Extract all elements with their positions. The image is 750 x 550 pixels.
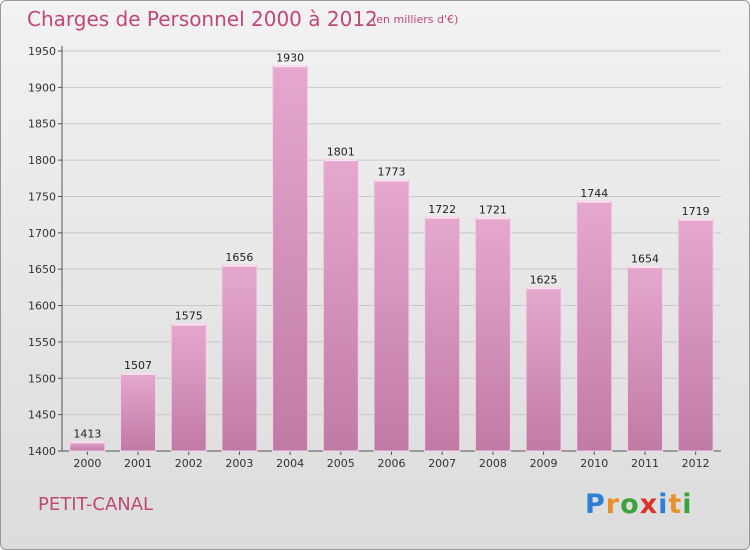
bar <box>525 286 562 452</box>
data-label: 1656 <box>225 251 253 264</box>
x-tick-label: 2006 <box>378 457 406 470</box>
data-label: 1773 <box>378 166 406 179</box>
bar <box>424 216 461 452</box>
bar <box>272 65 309 452</box>
x-tick-label: 2009 <box>530 457 558 470</box>
bar <box>69 441 106 452</box>
x-tick-label: 2005 <box>327 457 355 470</box>
bar <box>474 217 511 452</box>
data-label: 1654 <box>631 252 659 265</box>
data-label: 1721 <box>479 204 507 217</box>
y-tick-label: 1800 <box>28 154 56 167</box>
bar <box>677 218 714 452</box>
y-tick-label: 1550 <box>28 336 56 349</box>
x-tick-label: 2007 <box>428 457 456 470</box>
y-tick-label: 1400 <box>28 445 56 458</box>
logo-letter: t <box>668 489 683 520</box>
y-tick-label: 1900 <box>28 81 56 94</box>
logo-letter: i <box>658 489 669 520</box>
data-label: 1744 <box>580 187 608 200</box>
y-tick-label: 1650 <box>28 263 56 276</box>
y-tick-label: 1700 <box>28 227 56 240</box>
x-tick-label: 2010 <box>580 457 608 470</box>
logo-letter: x <box>639 489 659 520</box>
city-name: PETIT-CANAL <box>38 494 154 515</box>
x-tick-label: 2012 <box>682 457 710 470</box>
data-label: 1722 <box>428 203 456 216</box>
x-tick-label: 2003 <box>225 457 253 470</box>
bar <box>120 372 157 452</box>
y-tick-label: 1600 <box>28 300 56 313</box>
chart-subtitle: (en milliers d'€) <box>372 13 459 26</box>
bar <box>373 179 410 452</box>
y-tick-label: 1450 <box>28 409 56 422</box>
y-tick-label: 1950 <box>28 45 56 58</box>
chart-title: Charges de Personnel 2000 à 2012 <box>27 7 378 31</box>
bar <box>576 200 613 452</box>
x-tick-label: 2004 <box>276 457 304 470</box>
x-tick-label: 2002 <box>175 457 203 470</box>
bar-layer <box>69 65 714 452</box>
logo-letter: i <box>682 489 693 520</box>
data-label: 1575 <box>175 310 203 323</box>
y-tick-label: 1850 <box>28 118 56 131</box>
data-label: 1413 <box>73 428 101 441</box>
logo-letter: P <box>585 489 606 520</box>
bar <box>170 323 207 452</box>
y-tick-label: 1750 <box>28 190 56 203</box>
data-label: 1801 <box>327 145 355 158</box>
data-label: 1719 <box>682 205 710 218</box>
logo-letter: o <box>620 489 640 520</box>
data-label: 1507 <box>124 359 152 372</box>
bar <box>322 158 359 452</box>
bar <box>221 264 258 452</box>
proxiti-logo: Proxiti <box>585 489 693 520</box>
y-tick-label: 1500 <box>28 372 56 385</box>
x-tick-label: 2011 <box>631 457 659 470</box>
bar <box>626 265 663 452</box>
x-tick-label: 2001 <box>124 457 152 470</box>
label-layer: 1413 1507 1575 1656 1930 1801 1773 1722 1721 1625… <box>73 52 709 441</box>
data-label: 1625 <box>530 273 558 286</box>
x-tick-label: 2000 <box>73 457 101 470</box>
data-label: 1930 <box>276 52 304 65</box>
x-tick-label: 2008 <box>479 457 507 470</box>
logo-letter: r <box>605 489 621 520</box>
